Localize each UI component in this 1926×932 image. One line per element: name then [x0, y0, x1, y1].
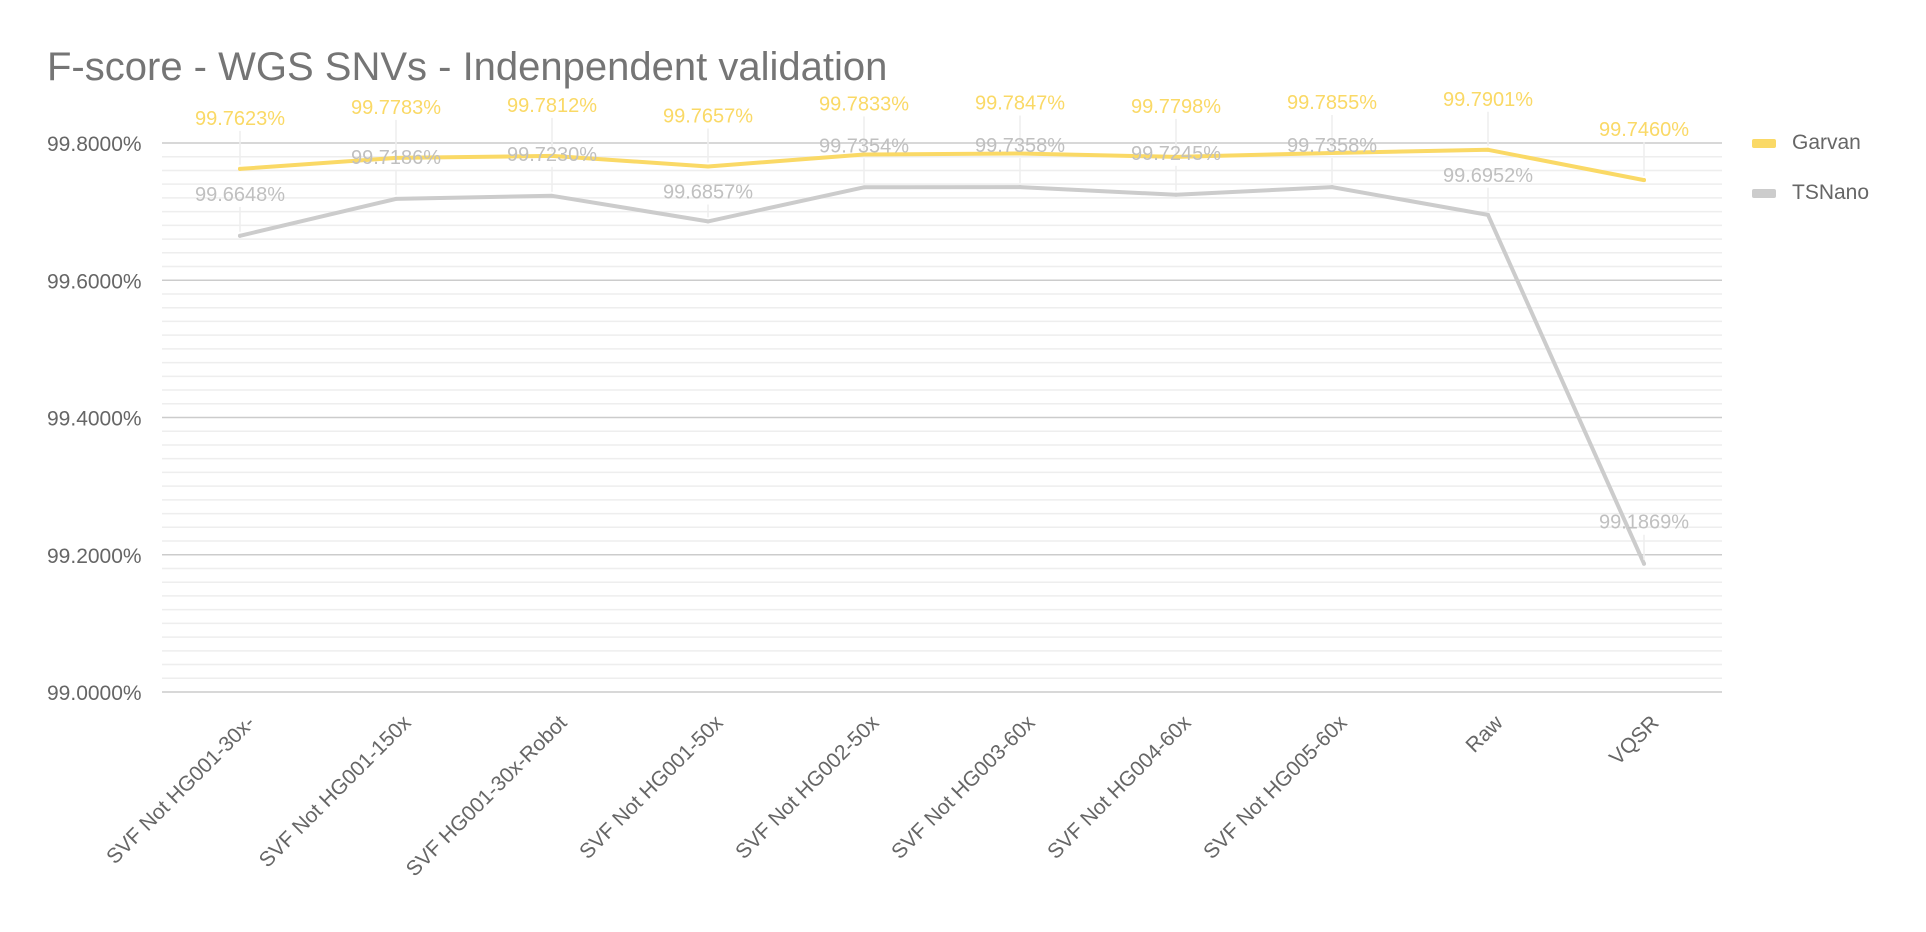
- data-point-tsnano: [1174, 192, 1178, 197]
- data-point-tsnano: [1018, 185, 1022, 190]
- data-point-garvan: [1174, 154, 1178, 159]
- data-point-tsnano: [550, 193, 554, 198]
- legend-item-tsnano: TSNano: [1752, 181, 1869, 205]
- data-point-tsnano: [1486, 212, 1490, 217]
- legend-label-tsnano: TSNano: [1792, 181, 1870, 204]
- x-tick-label: SVF Not HG005-60x: [1199, 711, 1352, 864]
- data-label-garvan: 99.7812%: [507, 95, 597, 117]
- y-tick-label: 99.8000%: [47, 133, 142, 156]
- data-point-garvan: [238, 166, 242, 171]
- data-label-garvan: 99.7783%: [351, 97, 441, 119]
- x-tick-label: SVF HG001-30x-Robot: [402, 711, 572, 881]
- data-label-garvan: 99.7855%: [1287, 92, 1377, 114]
- data-point-tsnano: [862, 185, 866, 190]
- legend-label-garvan: Garvan: [1792, 131, 1861, 154]
- legend-swatch-garvan: [1752, 138, 1776, 148]
- x-tick-label: SVF Not HG001-150x: [255, 711, 416, 872]
- data-label-tsnano: 99.7186%: [351, 147, 441, 169]
- data-label-garvan: 99.7798%: [1131, 96, 1221, 118]
- data-label-tsnano: 99.6952%: [1443, 165, 1533, 187]
- data-label-tsnano: 99.1869%: [1599, 512, 1689, 534]
- x-tick-label: Raw: [1462, 711, 1509, 758]
- data-point-garvan: [706, 164, 710, 169]
- data-label-garvan: 99.7833%: [819, 93, 909, 115]
- data-label-tsnano: 99.6648%: [195, 184, 285, 206]
- series-line-garvan: [238, 147, 1646, 183]
- data-point-garvan: [1018, 151, 1022, 156]
- x-tick-label: SVF Not HG004-60x: [1043, 711, 1196, 864]
- legend-item-garvan: Garvan: [1752, 131, 1861, 155]
- data-point-garvan: [550, 153, 554, 158]
- data-label-tsnano: 99.6857%: [663, 182, 753, 204]
- data-label-garvan: 99.7901%: [1443, 89, 1533, 111]
- data-point-garvan: [1486, 147, 1490, 152]
- y-tick-label: 99.0000%: [47, 682, 142, 705]
- x-tick-label: VQSR: [1605, 711, 1663, 769]
- legend-swatch-tsnano: [1752, 188, 1776, 198]
- x-tick-label: SVF Not HG003-60x: [887, 711, 1040, 864]
- data-point-garvan: [1642, 178, 1646, 183]
- data-label-tsnano: 99.7354%: [819, 135, 909, 157]
- x-tick-label: SVF Not HG002-50x: [731, 711, 884, 864]
- data-point-tsnano: [706, 219, 710, 224]
- chart-title: F-score - WGS SNVs - Indenpendent valida…: [47, 45, 888, 89]
- data-label-garvan: 99.7657%: [663, 106, 753, 128]
- y-tick-label: 99.2000%: [47, 545, 142, 568]
- data-label-tsnano: 99.7358%: [1287, 135, 1377, 157]
- x-tick-label: SVF Not HG001-50x: [575, 711, 728, 864]
- series-line-tsnano: [238, 185, 1646, 566]
- y-tick-label: 99.4000%: [47, 408, 142, 431]
- data-point-garvan: [862, 152, 866, 157]
- x-tick-label: SVF Not HG001-30x-: [102, 711, 259, 868]
- data-point-garvan: [394, 155, 398, 160]
- data-point-tsnano: [238, 233, 242, 238]
- data-label-garvan: 99.7460%: [1599, 119, 1689, 141]
- data-label-tsnano: 99.7230%: [507, 144, 597, 166]
- data-point-tsnano: [394, 196, 398, 201]
- y-tick-label: 99.6000%: [47, 270, 142, 293]
- data-point-tsnano: [1642, 561, 1646, 566]
- data-label-tsnano: 99.7245%: [1131, 143, 1221, 165]
- data-label-garvan: 99.7847%: [975, 92, 1065, 114]
- data-label-tsnano: 99.7358%: [975, 135, 1065, 157]
- data-point-tsnano: [1330, 185, 1334, 190]
- data-point-garvan: [1330, 150, 1334, 155]
- data-label-garvan: 99.7623%: [195, 108, 285, 130]
